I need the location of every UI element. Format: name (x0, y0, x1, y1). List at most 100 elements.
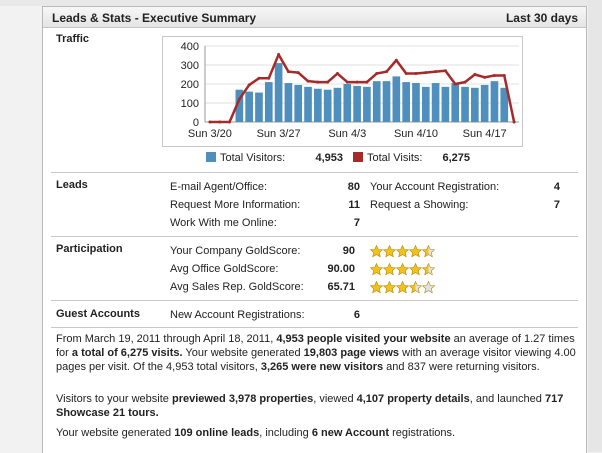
office-goldscore-value: 90.00 (327, 263, 355, 275)
visitors-bar (402, 82, 410, 122)
star-icon (395, 244, 410, 258)
visitors-bar (343, 84, 352, 122)
salesrep-goldscore-label: Avg Sales Rep. GoldScore: (170, 281, 304, 293)
visitors-bar (363, 86, 371, 122)
visitors-bar (245, 91, 253, 122)
y-tick-label: 400 (181, 41, 199, 53)
visits-point (453, 82, 457, 86)
scrollbar-track[interactable] (588, 0, 602, 452)
leads-title: Leads (56, 179, 88, 191)
lead-workonline-label: Work With me Online: (170, 217, 277, 229)
visitors-bar (490, 81, 499, 122)
company-goldscore-label: Your Company GoldScore: (170, 245, 301, 257)
company-goldscore-stars (369, 244, 436, 258)
star-icon (369, 244, 384, 258)
visitors-bar (431, 83, 440, 122)
star-rating (369, 244, 436, 258)
participation-title: Participation (56, 243, 123, 255)
x-tick-label: Sun 3/20 (188, 128, 232, 140)
summary-paragraph-traffic: From March 19, 2011 through April 18, 20… (56, 333, 576, 373)
divider (51, 327, 578, 328)
visitors-bar (461, 86, 469, 122)
visitors-bar (480, 84, 489, 122)
star-icon (382, 262, 397, 276)
star-icon (369, 280, 384, 294)
office-goldscore-label: Avg Office GoldScore: (170, 263, 279, 275)
visits-point (434, 70, 438, 74)
lead-moreinfo-value: 11 (348, 199, 360, 211)
star-icon (408, 280, 423, 294)
star-icon (421, 262, 436, 276)
traffic-chart: 0 100 200 300 400 Sun 3/20 Sun 3/27 Sun 4/3 Sun … (181, 41, 519, 140)
company-goldscore-value: 90 (342, 245, 355, 257)
summary-paragraph-leads: Your website generated 109 online leads,… (56, 427, 456, 439)
visits-point (483, 75, 487, 79)
star-icon (395, 262, 410, 276)
visits-point (414, 72, 418, 76)
legend-visits-label: Total Visits: (367, 152, 423, 164)
summary-panel: Leads & Stats - Executive Summary Last 3… (42, 6, 587, 453)
y-tick-label: 300 (181, 60, 199, 72)
visits-point (208, 120, 212, 124)
summary-paragraph-properties: Visitors to your website previewed 3,978… (56, 393, 564, 419)
panel-header: Leads & Stats - Executive Summary Last 3… (43, 7, 586, 28)
visits-point (286, 70, 290, 74)
divider (51, 300, 578, 301)
lead-registration-label: Your Account Registration: (370, 181, 500, 193)
panel-title: Leads & Stats - Executive Summary (52, 11, 257, 25)
legend-visitors-label: Total Visitors: (220, 152, 286, 164)
visitors-bar (304, 86, 312, 122)
visits-point (267, 76, 271, 80)
visits-point (502, 73, 506, 77)
visitors-bar (412, 83, 420, 122)
visits-point (375, 72, 379, 76)
star-rating (369, 262, 436, 276)
star-rating (369, 280, 436, 294)
visits-point (326, 80, 330, 84)
visits-point (463, 80, 467, 84)
visits-point (404, 72, 408, 76)
x-tick-label: Sun 4/17 (463, 128, 507, 140)
visitors-bar (471, 87, 479, 122)
visits-point (296, 71, 300, 75)
visitors-bar (274, 63, 283, 122)
top-strip (0, 0, 602, 6)
visitors-bar (314, 88, 322, 122)
visits-point (257, 76, 261, 80)
lead-moreinfo-label: Request More Information: (170, 199, 301, 211)
visitors-bar (284, 83, 293, 122)
visits-point (355, 80, 359, 84)
visits-point (492, 73, 496, 77)
visitors-bar (451, 83, 460, 122)
legend-visitors: Total Visitors: (206, 152, 285, 166)
visitors-bar (333, 87, 342, 122)
visits-point (345, 80, 349, 84)
salesrep-goldscore-value: 65.71 (327, 281, 355, 293)
lead-email-value: 80 (347, 181, 360, 193)
star-icon (421, 244, 436, 258)
visits-point (277, 53, 281, 57)
star-icon (382, 280, 397, 294)
date-range[interactable]: Last 30 days (505, 11, 578, 25)
visits-line (209, 53, 516, 124)
x-tick-label: Sun 4/3 (328, 128, 366, 140)
y-tick-label: 0 (193, 117, 199, 129)
visits-point (237, 97, 241, 101)
visits-point (228, 120, 232, 124)
lead-showing-value: 7 (553, 199, 560, 211)
visitors-bar (372, 81, 381, 122)
visitors-bar (235, 89, 244, 122)
lead-email-label: E-mail Agent/Office: (170, 181, 268, 193)
visits-point (394, 58, 398, 62)
divider (51, 236, 578, 237)
lead-workonline-value: 7 (353, 217, 360, 229)
visits-swatch (353, 152, 363, 162)
visitors-bar (500, 87, 509, 122)
star-icon (369, 262, 384, 276)
visitors-bar (421, 86, 430, 122)
visits-point (335, 72, 339, 76)
visitors-bar (255, 92, 263, 122)
lead-registration-value: 4 (553, 181, 560, 193)
y-tick-label: 200 (181, 79, 199, 91)
visits-point (306, 79, 310, 83)
